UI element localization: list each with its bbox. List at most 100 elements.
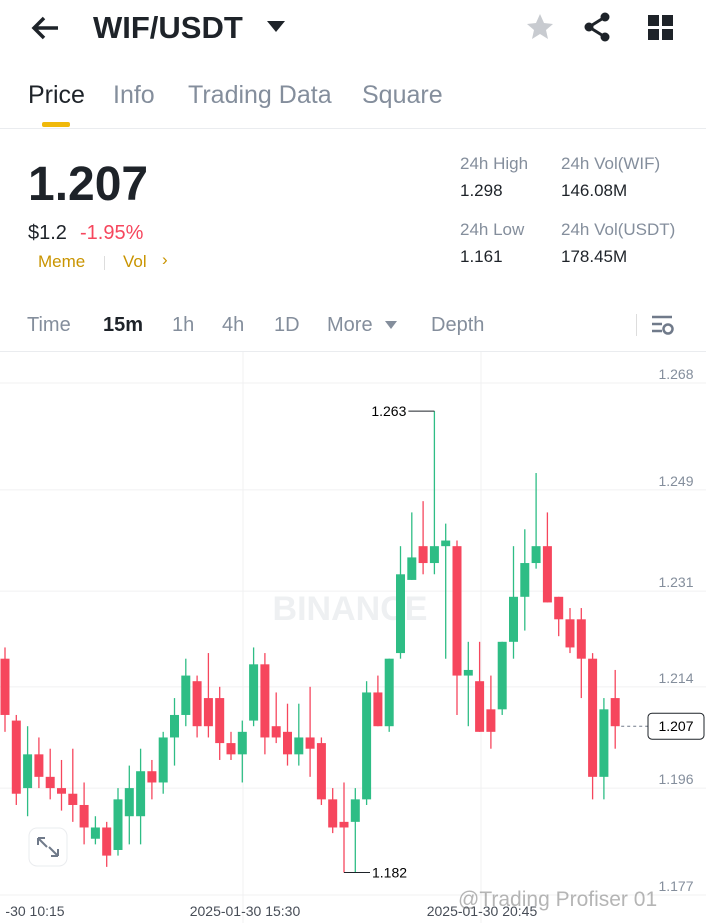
- candle-body: [260, 664, 270, 738]
- candle-body: [407, 557, 417, 580]
- change: -1.95%: [80, 222, 144, 244]
- tab[interactable]: Square: [362, 81, 443, 109]
- candle-body: [486, 709, 496, 732]
- interval[interactable]: More: [327, 314, 373, 336]
- y-tick-label: 1.214: [658, 670, 693, 686]
- x-tick-label: 2025-01-30 20:45: [427, 903, 538, 919]
- candle-body: [215, 698, 225, 744]
- candle-body: [339, 821, 349, 828]
- candle-body: [350, 799, 360, 822]
- candle-body: [328, 799, 338, 828]
- candle-body: [147, 771, 157, 783]
- footer-watermark: @Trading Profiser 01: [458, 888, 658, 911]
- tab[interactable]: Info: [113, 81, 155, 109]
- divider: [0, 351, 706, 352]
- current-price-label: 1.207: [658, 718, 693, 734]
- candle-body: [554, 596, 564, 620]
- candle-body: [441, 540, 451, 547]
- divider: [0, 128, 706, 129]
- candle-body: [373, 692, 383, 727]
- candle-body: [113, 799, 123, 850]
- stat-value: 178.45M: [561, 247, 628, 266]
- candle-body: [610, 698, 620, 727]
- interval[interactable]: 15m: [103, 314, 144, 336]
- interval[interactable]: Time: [27, 314, 71, 336]
- more-icon: [385, 321, 397, 329]
- x-tick-label: -30 10:15: [5, 903, 64, 919]
- candle-body: [463, 669, 473, 676]
- y-tick-label: 1.249: [658, 473, 693, 489]
- interval[interactable]: 4h: [222, 314, 245, 336]
- candle-body: [565, 619, 575, 648]
- tag[interactable]: Vol: [123, 252, 147, 271]
- candle-body: [599, 709, 609, 777]
- y-tick-label: 1.177: [658, 878, 693, 894]
- chevron: ›: [162, 250, 168, 269]
- candle-body: [11, 720, 21, 794]
- high-label: 1.263: [371, 403, 406, 419]
- candle-body: [0, 658, 10, 715]
- candle-body: [520, 563, 530, 597]
- candle-body: [294, 737, 304, 755]
- candle-body: [283, 731, 292, 755]
- candle-body: [237, 731, 247, 755]
- stat-value: 1.161: [460, 247, 503, 266]
- tag[interactable]: Meme: [38, 252, 86, 271]
- candle-body: [396, 574, 405, 654]
- candle-body: [170, 714, 179, 738]
- candle-body: [509, 596, 518, 642]
- share-icon[interactable]: [583, 12, 613, 42]
- star-icon[interactable]: [525, 12, 555, 42]
- separator: [636, 314, 637, 336]
- expand-button[interactable]: [28, 827, 68, 867]
- candle-body: [588, 658, 598, 777]
- candle-body: [384, 658, 394, 727]
- candle-body: [429, 546, 439, 564]
- candle-body: [68, 793, 78, 805]
- y-tick-label: 1.231: [658, 574, 693, 590]
- usd-price: $1.2: [28, 222, 67, 244]
- pair-title[interactable]: WIF/USDT: [93, 10, 243, 45]
- low-label: 1.182: [372, 864, 407, 880]
- candle-body: [23, 754, 33, 789]
- interval[interactable]: 1h: [172, 314, 195, 336]
- candle-body: [158, 737, 168, 783]
- candle-body: [45, 776, 55, 789]
- candle-body: [226, 743, 236, 755]
- stat-label: 24h Low: [460, 220, 525, 239]
- stat-value: 146.08M: [561, 181, 628, 200]
- candle-body: [34, 754, 44, 777]
- candle-body: [271, 726, 281, 738]
- stat-label: 24h Vol(WIF): [561, 154, 661, 173]
- current-price-box: [647, 712, 705, 740]
- interval[interactable]: Depth: [431, 314, 485, 336]
- last-price: 1.207: [28, 158, 149, 211]
- separator: [104, 256, 105, 270]
- interval[interactable]: 1D: [274, 314, 300, 336]
- y-tick-label: 1.268: [658, 366, 693, 382]
- candle-body: [362, 692, 372, 800]
- candle-body: [124, 788, 134, 817]
- stat-label: 24h Vol(USDT): [561, 220, 676, 239]
- back-icon[interactable]: [30, 14, 62, 42]
- candle-body: [316, 743, 326, 800]
- candle-body: [136, 771, 146, 817]
- candle-body: [497, 641, 507, 710]
- tab[interactable]: Price: [28, 81, 85, 109]
- stat-label: 24h High: [460, 154, 529, 173]
- candle-body: [305, 737, 315, 749]
- candle-body: [576, 619, 586, 659]
- grid-icon[interactable]: [648, 15, 674, 41]
- tab[interactable]: Trading Data: [188, 81, 332, 109]
- candle-body: [192, 681, 202, 727]
- candle-body: [475, 681, 485, 732]
- candle-body: [102, 827, 112, 856]
- settings-icon[interactable]: [650, 314, 676, 336]
- tab-indicator: [42, 122, 70, 127]
- candle-body: [90, 827, 100, 839]
- dropdown-icon[interactable]: [266, 20, 286, 34]
- candle-body: [452, 546, 462, 676]
- candle-body: [531, 546, 541, 564]
